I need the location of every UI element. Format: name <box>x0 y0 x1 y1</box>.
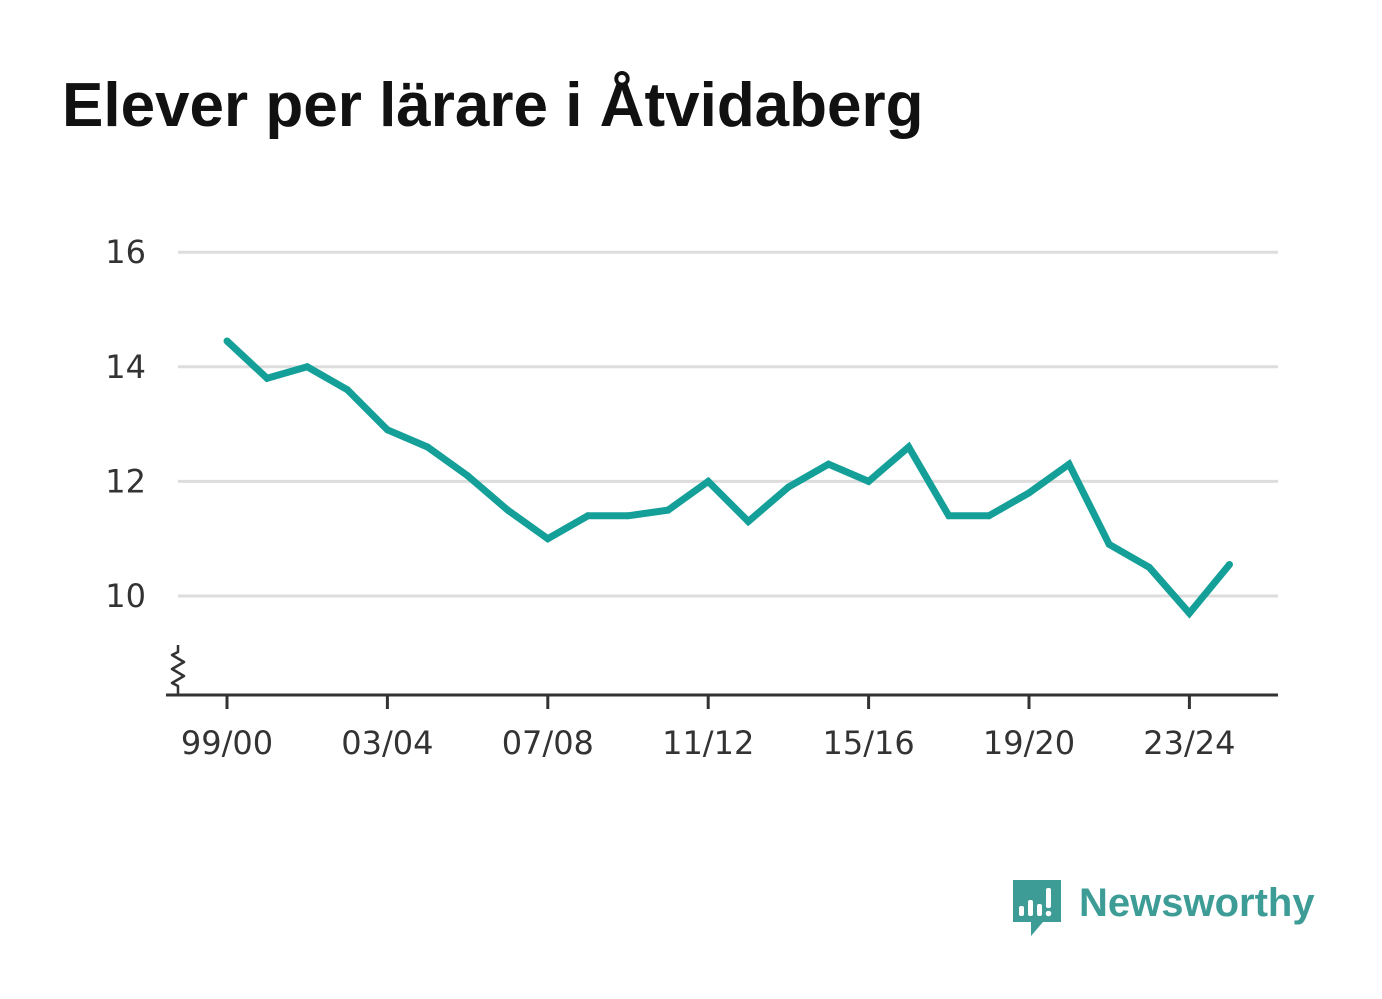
logo-bar <box>1028 900 1033 916</box>
series-line <box>224 338 1233 619</box>
data-point <box>263 374 271 382</box>
x-axis: 99/00 03/04 07/08 11/12 15/16 19/20 23/24 <box>166 693 1278 762</box>
logo-dot <box>1045 910 1052 917</box>
data-point <box>464 472 472 480</box>
data-point <box>383 426 391 434</box>
data-point <box>504 506 512 514</box>
x-tick-label: 19/20 <box>983 724 1075 762</box>
x-tick-label: 15/16 <box>822 724 914 762</box>
y-tick-label: 14 <box>105 348 146 386</box>
y-tick-label: 10 <box>105 577 146 615</box>
data-point <box>1226 560 1233 568</box>
data-point <box>1065 460 1073 468</box>
data-point <box>1105 540 1113 548</box>
data-point <box>1025 489 1033 497</box>
gridlines <box>178 250 1278 598</box>
data-point <box>664 506 672 514</box>
data-point <box>343 386 351 394</box>
data-point <box>865 477 873 485</box>
data-point <box>945 512 953 520</box>
data-point <box>825 460 832 468</box>
y-tick-label: 12 <box>105 462 146 500</box>
data-point <box>704 477 712 485</box>
newsworthy-bar-chart-icon <box>1013 880 1061 936</box>
data-point <box>303 363 311 371</box>
data-point <box>784 483 792 491</box>
y-tick-label: 16 <box>105 233 146 271</box>
x-tick-label: 11/12 <box>662 724 754 762</box>
chart-title: Elever per lärare i Åtvidaberg <box>62 71 924 140</box>
x-tick-label: 03/04 <box>341 724 433 762</box>
logo-bar <box>1019 906 1024 916</box>
data-point <box>744 518 752 526</box>
series <box>223 337 1233 619</box>
data-point <box>1145 563 1153 571</box>
logo-bar <box>1046 888 1051 908</box>
data-point <box>223 337 231 345</box>
x-tick-label: 99/00 <box>181 724 273 762</box>
data-point <box>985 512 993 520</box>
data-point <box>584 512 592 520</box>
data-point <box>1185 609 1193 617</box>
x-tick-label: 07/08 <box>502 724 594 762</box>
newsworthy-logo: Newsworthy <box>1011 878 1315 940</box>
data-point <box>624 512 632 520</box>
data-point <box>424 443 431 451</box>
y-axis-break <box>170 645 186 695</box>
y-axis: 10 12 14 16 <box>105 233 186 695</box>
x-tick-label: 23/24 <box>1143 724 1235 762</box>
brand-name: Newsworthy <box>1079 881 1315 925</box>
data-point <box>544 535 552 543</box>
data-point <box>905 443 913 451</box>
logo-bar <box>1037 904 1042 916</box>
